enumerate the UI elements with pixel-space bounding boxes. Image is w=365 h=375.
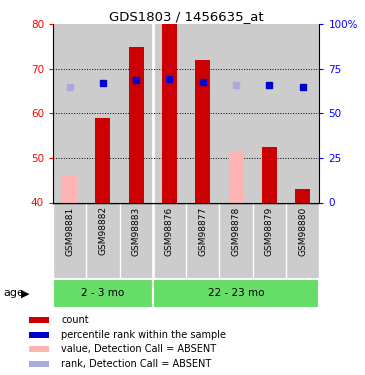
Bar xyxy=(29,361,49,367)
Bar xyxy=(53,279,153,308)
Bar xyxy=(95,118,110,202)
Bar xyxy=(29,317,49,323)
Bar xyxy=(62,176,77,203)
Bar xyxy=(120,202,153,278)
Bar xyxy=(253,202,286,278)
Bar xyxy=(86,202,120,278)
Bar xyxy=(262,147,277,202)
Text: GSM98879: GSM98879 xyxy=(265,206,274,255)
Bar xyxy=(228,151,243,202)
Text: age: age xyxy=(4,288,24,298)
Text: count: count xyxy=(61,315,89,325)
Text: ▶: ▶ xyxy=(20,288,29,298)
Text: GSM98883: GSM98883 xyxy=(132,206,141,255)
Text: GSM98876: GSM98876 xyxy=(165,206,174,255)
Title: GDS1803 / 1456635_at: GDS1803 / 1456635_at xyxy=(109,10,264,23)
Text: percentile rank within the sample: percentile rank within the sample xyxy=(61,330,226,340)
Bar xyxy=(186,202,219,278)
Bar xyxy=(153,24,186,202)
Bar xyxy=(53,202,86,278)
Text: value, Detection Call = ABSENT: value, Detection Call = ABSENT xyxy=(61,344,216,354)
Bar xyxy=(253,24,286,202)
Text: rank, Detection Call = ABSENT: rank, Detection Call = ABSENT xyxy=(61,359,212,369)
Bar xyxy=(219,202,253,278)
Bar xyxy=(29,332,49,338)
Text: GSM98877: GSM98877 xyxy=(198,206,207,255)
Bar xyxy=(186,24,219,202)
Bar xyxy=(286,24,319,202)
Bar xyxy=(195,60,210,202)
Bar xyxy=(120,24,153,202)
Text: GSM98882: GSM98882 xyxy=(99,206,107,255)
Bar xyxy=(162,24,177,202)
Bar xyxy=(219,24,253,202)
Text: 2 - 3 mo: 2 - 3 mo xyxy=(81,288,124,298)
Text: GSM98880: GSM98880 xyxy=(298,206,307,255)
Bar xyxy=(286,202,319,278)
Bar xyxy=(153,202,186,278)
Bar xyxy=(153,279,319,308)
Text: GSM98878: GSM98878 xyxy=(232,206,241,255)
Text: 22 - 23 mo: 22 - 23 mo xyxy=(208,288,264,298)
Bar xyxy=(129,46,144,202)
Bar xyxy=(53,24,86,202)
Bar xyxy=(29,346,49,352)
Text: GSM98881: GSM98881 xyxy=(65,206,74,255)
Bar xyxy=(295,189,310,202)
Bar xyxy=(86,24,120,202)
